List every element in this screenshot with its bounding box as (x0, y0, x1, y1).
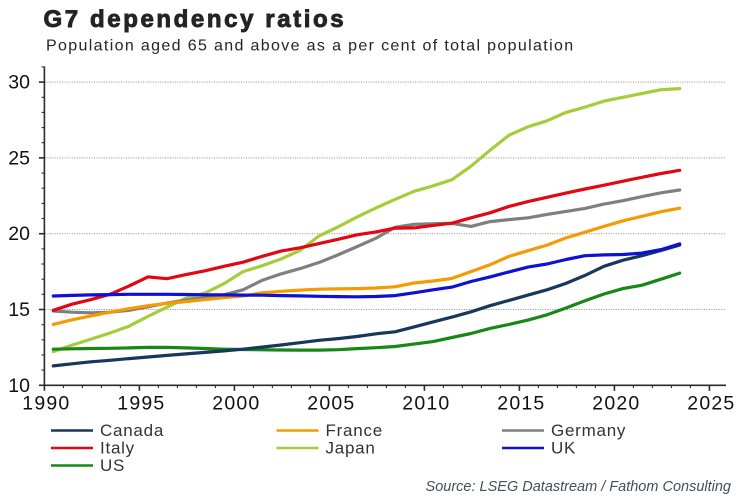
svg-text:10: 10 (8, 375, 30, 397)
svg-text:UK: UK (551, 439, 576, 458)
svg-text:US: US (100, 456, 125, 475)
svg-text:Canada: Canada (100, 421, 164, 440)
svg-text:2015: 2015 (497, 393, 545, 415)
svg-text:25: 25 (8, 147, 30, 169)
svg-text:2025: 2025 (687, 393, 735, 415)
svg-text:2005: 2005 (307, 393, 355, 415)
svg-text:Japan: Japan (326, 439, 376, 458)
svg-text:Germany: Germany (551, 421, 626, 440)
svg-text:Population aged 65 and above a: Population aged 65 and above as a per ce… (46, 38, 575, 55)
svg-text:Source: LSEG Datastream / Fath: Source: LSEG Datastream / Fathom Consult… (426, 479, 731, 495)
svg-text:15: 15 (8, 299, 30, 321)
svg-text:1990: 1990 (22, 393, 70, 415)
svg-text:1995: 1995 (117, 393, 165, 415)
svg-text:20: 20 (8, 223, 30, 245)
svg-text:G7 dependency ratios: G7 dependency ratios (44, 6, 347, 33)
svg-text:2010: 2010 (402, 393, 450, 415)
svg-text:2000: 2000 (212, 393, 260, 415)
svg-text:France: France (326, 421, 383, 440)
svg-text:30: 30 (8, 72, 30, 94)
svg-text:2020: 2020 (592, 393, 640, 415)
svg-text:Italy: Italy (100, 439, 135, 458)
